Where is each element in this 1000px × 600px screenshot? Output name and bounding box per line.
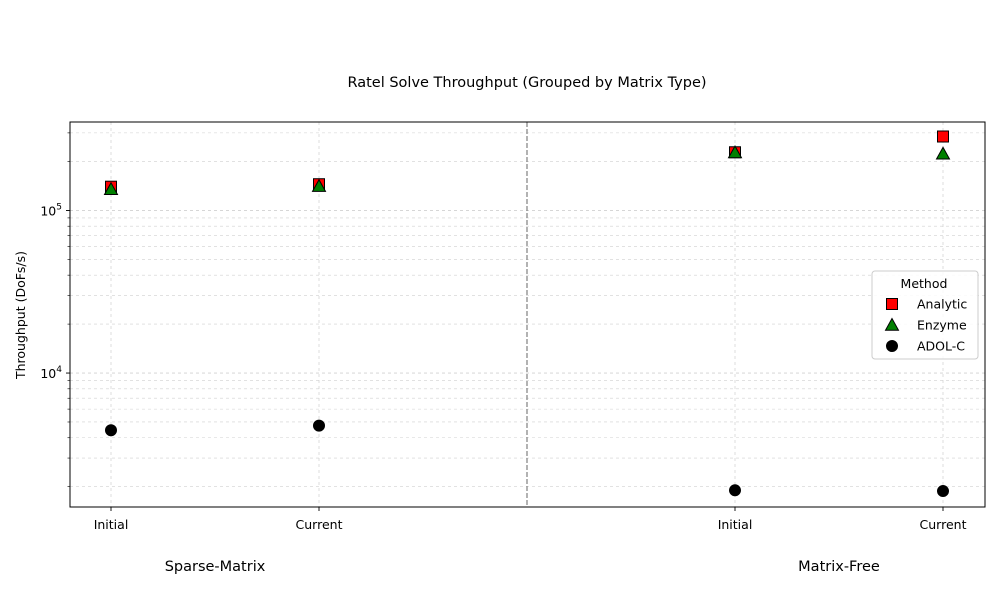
legend: Method Analytic Enzyme ADOL-C — [871, 270, 979, 360]
y-axis: 104 105 — [40, 132, 70, 487]
x-tick-label: Initial — [718, 517, 753, 532]
y-axis-label: Throughput (DoFs/s) — [13, 251, 28, 380]
adol-c-point — [937, 485, 949, 498]
legend-label-adol-c: ADOL-C — [917, 339, 965, 354]
legend-box — [871, 270, 979, 360]
legend-marker-adol-c — [886, 340, 898, 352]
group-label: Matrix-Free — [798, 559, 880, 575]
x-tick-label: Current — [920, 517, 967, 532]
adol-c-point — [729, 484, 741, 497]
group-label: Sparse-Matrix — [165, 559, 266, 575]
x-axis: Initial Current Initial Current — [94, 507, 967, 532]
legend-label-enzyme: Enzyme — [917, 318, 967, 333]
analytic-point — [937, 130, 949, 143]
enzyme-point — [935, 146, 951, 160]
adol-c-point — [313, 419, 325, 432]
legend-title: Method — [901, 276, 948, 291]
x-tick-label: Current — [296, 517, 343, 532]
legend-label-analytic: Analytic — [917, 297, 967, 312]
adol-c-point — [105, 424, 117, 437]
data-points — [103, 130, 951, 498]
legend-marker-analytic — [886, 298, 898, 310]
y-tick-label: 105 — [40, 202, 62, 218]
plot-area-frame — [69, 121, 986, 508]
legend-marker-enzyme — [884, 317, 900, 331]
chart-title: Ratel Solve Throughput (Grouped by Matri… — [347, 75, 706, 91]
group-labels: Sparse-Matrix Matrix-Free — [165, 559, 880, 575]
y-tick-label: 104 — [40, 365, 62, 381]
enzyme-point — [311, 178, 327, 192]
x-tick-label: Initial — [94, 517, 129, 532]
enzyme-point — [727, 145, 743, 159]
enzyme-point — [103, 181, 119, 195]
